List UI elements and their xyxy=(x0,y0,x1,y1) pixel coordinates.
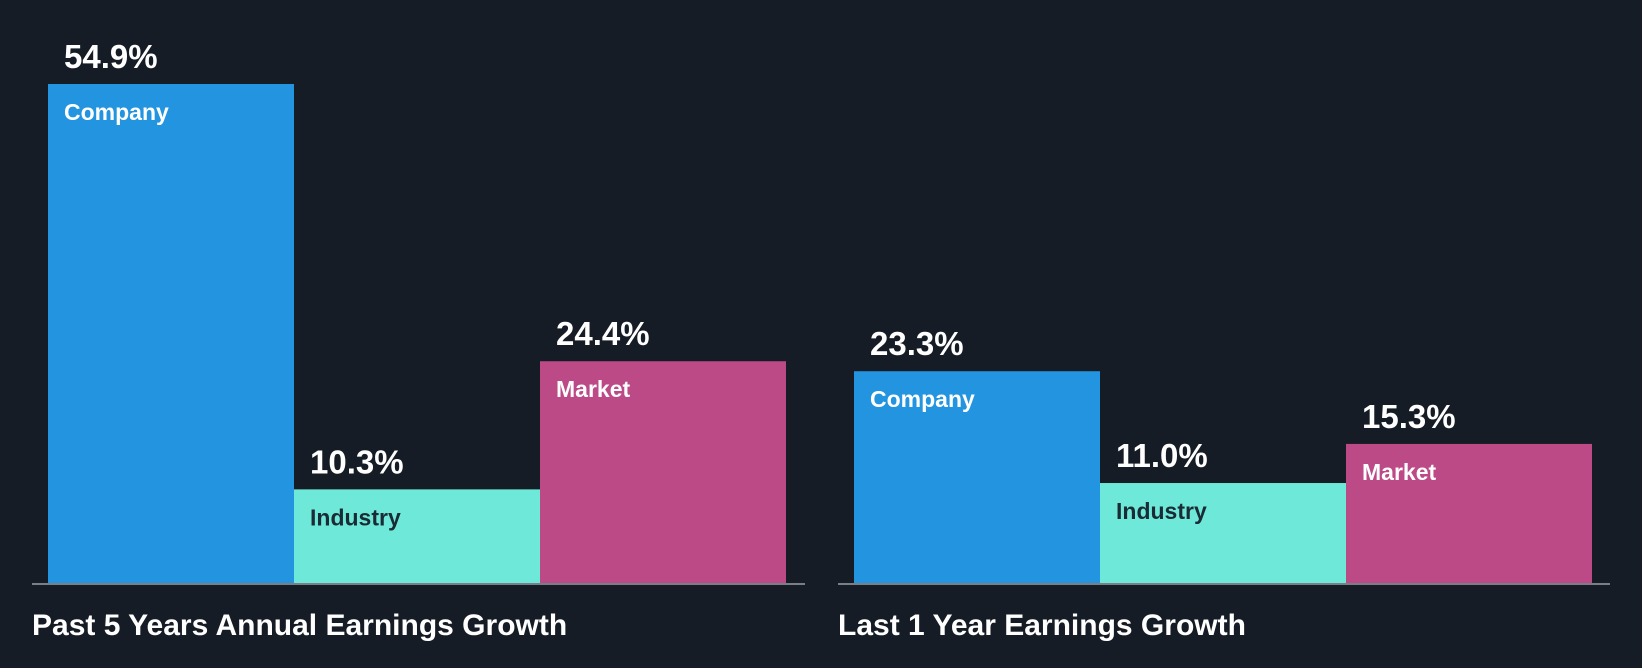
bar-label-company: Company xyxy=(64,99,169,125)
bar-label-market: Market xyxy=(556,376,630,402)
chart-title: Last 1 Year Earnings Growth xyxy=(838,609,1246,642)
bar-company xyxy=(854,371,1100,583)
bar-label-market: Market xyxy=(1362,459,1436,485)
bar-label-industry: Industry xyxy=(1116,498,1207,524)
bar-company xyxy=(48,84,294,583)
bar-market xyxy=(540,361,786,583)
value-label-industry: 10.3% xyxy=(310,443,404,480)
value-label-industry: 11.0% xyxy=(1116,437,1208,474)
chart-title: Past 5 Years Annual Earnings Growth xyxy=(32,609,567,642)
bar-industry xyxy=(1100,483,1346,583)
bar-market xyxy=(1346,443,1592,583)
value-label-market: 24.4% xyxy=(556,315,650,352)
value-label-company: 54.9% xyxy=(64,38,158,75)
chart-panel-2: 23.3% Company 11.0% Industry 15.3% Market Last… xyxy=(838,325,1610,642)
chart-panel-1: 54.9% Company 10.3% Industry 24.4% Market Past… xyxy=(32,38,805,642)
value-label-market: 15.3% xyxy=(1362,398,1456,435)
bar-industry xyxy=(294,489,540,583)
bar-label-industry: Industry xyxy=(310,504,401,530)
bar-label-company: Company xyxy=(870,386,975,412)
value-label-company: 23.3% xyxy=(870,325,964,362)
